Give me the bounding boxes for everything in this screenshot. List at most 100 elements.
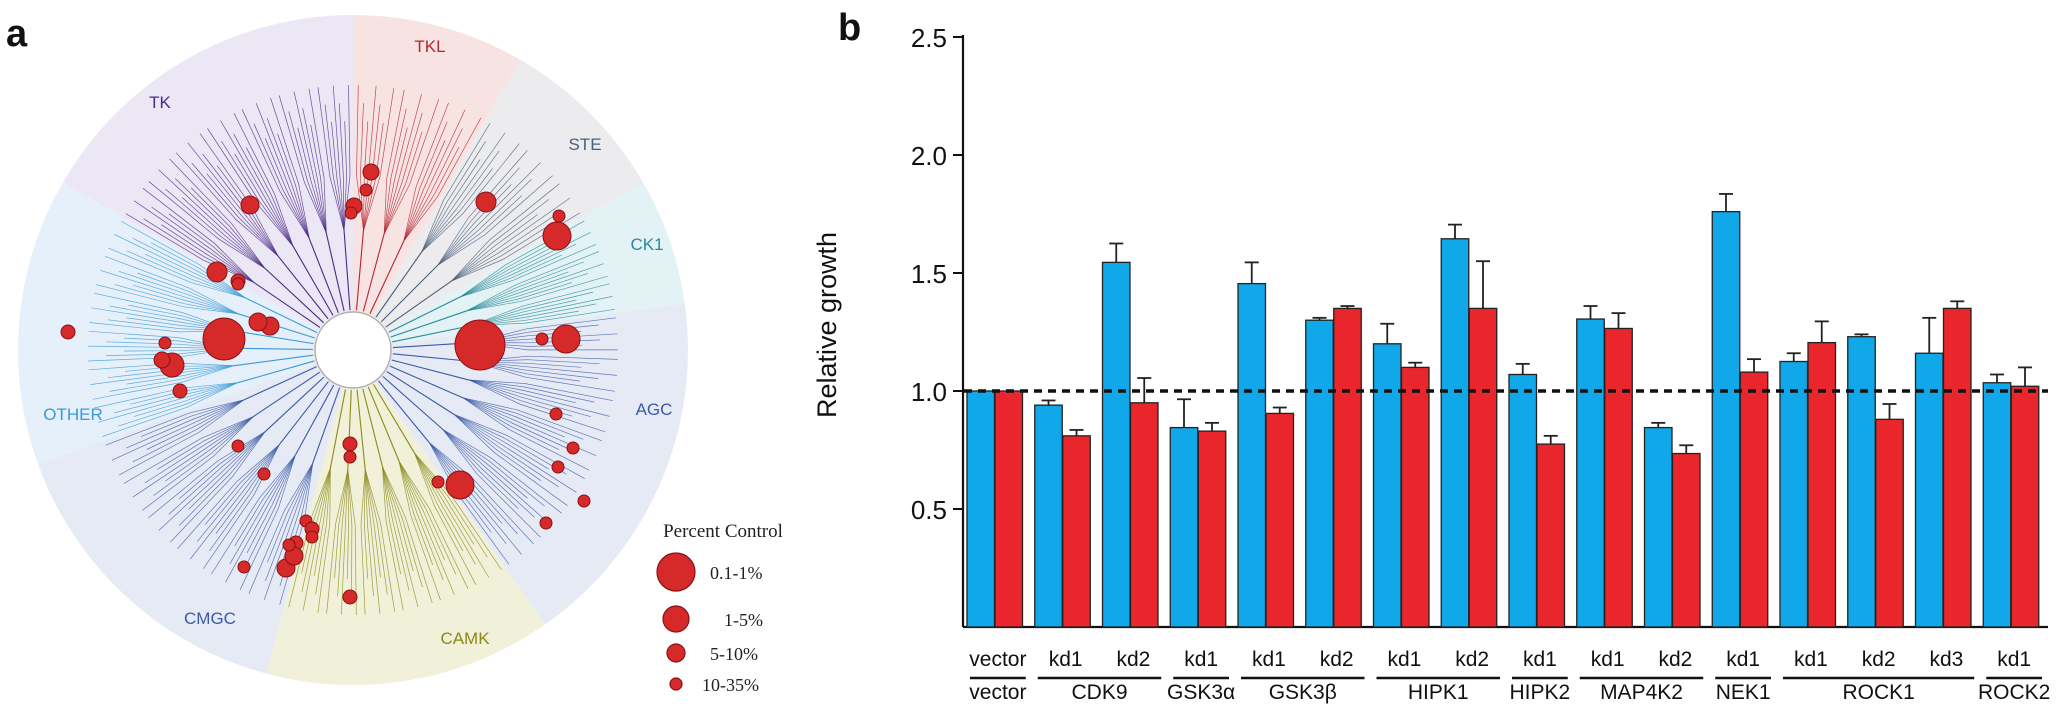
tree-leaf-branch: [211, 454, 296, 575]
bar-series2: [1265, 412, 1295, 628]
bar-series1: [1982, 382, 2012, 628]
tree-branch: [244, 297, 318, 334]
tree-leaf-branch: [334, 469, 349, 579]
y-axis: 0.5 1.0 1.5 2.0 2.5: [911, 23, 2048, 629]
tree-leaf-branch: [288, 111, 327, 234]
tree-leaf-branch: [220, 120, 294, 247]
tree-leaf-branch: [297, 127, 327, 234]
group-label: ROCK1: [1842, 681, 1914, 704]
tree-branch: [367, 386, 400, 462]
tree-leaf-branch: [337, 469, 349, 597]
tree-leaf-branch: [100, 269, 239, 315]
tree-leaf-branch: [104, 255, 239, 315]
tree-branch: [356, 389, 366, 470]
kinase-hit-marker: [551, 460, 565, 474]
tree-leaf-branch: [382, 466, 404, 611]
tree-branch: [386, 371, 455, 415]
tree-leaf-branch: [403, 102, 449, 242]
tree-leaf-branch: [360, 469, 366, 615]
tree-leaf-branch: [383, 127, 408, 235]
relative-growth-chart: 0.5 1.0 1.5 2.0 2.5 vector kd1 kd2 kd1 kd1 kd2 kd1…: [812, 23, 2050, 704]
tree-leaf-branch: [347, 469, 353, 598]
group-label: NEK1: [1716, 681, 1771, 704]
tree-leaf-branch: [174, 178, 266, 269]
tree-leaf-branch: [203, 444, 280, 569]
tree-leaf-branch: [470, 291, 594, 327]
tree-leaf-branch: [363, 469, 369, 579]
tree-leaf-branch: [462, 397, 560, 451]
tree-leaf-branch: [403, 121, 448, 242]
tree-leaf-branch: [270, 97, 310, 239]
tree-leaf-branch: [414, 452, 475, 545]
category-label: vector: [969, 648, 1026, 671]
bar-series1: [1372, 343, 1402, 628]
tree-branch: [343, 230, 351, 311]
tree-leaf-branch: [302, 108, 327, 234]
kinase-hit-marker: [343, 450, 357, 464]
kinase-hit-marker: [60, 324, 76, 340]
group-label-camk: CAMK: [440, 629, 490, 648]
bar-series2: [2010, 385, 2040, 628]
category-label: kd2: [1320, 648, 1354, 671]
tree-leaf-branch: [153, 416, 254, 496]
tree-leaf-branch: [382, 466, 423, 588]
bar-series1: [1169, 426, 1199, 628]
kinase-hit-marker: [535, 332, 549, 346]
tree-leaf-branch: [398, 460, 455, 595]
bar-series1: [1305, 319, 1334, 628]
kinase-hit-marker: [206, 261, 228, 283]
bar-series2: [1062, 435, 1091, 628]
tree-leaf-branch: [466, 263, 604, 312]
tree-leaf-branch: [278, 95, 327, 234]
tree-leaf-branch: [326, 469, 349, 614]
tree-leaf-branch: [414, 452, 477, 585]
tree-leaf-branch: [442, 429, 545, 507]
tree-leaf-branch: [341, 469, 349, 615]
tree-leaf-branch: [117, 382, 238, 427]
tree-leaf-branch: [462, 397, 578, 454]
tree-leaf-branch: [382, 466, 433, 604]
tree-leaf-branch: [364, 469, 374, 597]
tree-leaf-branch: [360, 103, 364, 231]
tree-leaf-branch: [437, 179, 532, 266]
tree-leaf-branch: [241, 109, 310, 239]
tree-branch: [375, 251, 423, 318]
group-label: HIPK1: [1408, 681, 1469, 704]
legend-entry: 5-10%: [710, 644, 758, 664]
tree-leaf-branch: [96, 284, 239, 315]
y-tick-label: 1.5: [911, 259, 947, 289]
tree-leaf-branch: [421, 168, 493, 252]
tree-leaf-branch: [421, 143, 520, 252]
category-label: kd1: [1794, 648, 1828, 671]
kinase-hit-marker: [445, 470, 475, 500]
tree-leaf-branch: [469, 379, 606, 433]
tree-branch: [390, 310, 467, 338]
group-label-ck1: CK1: [630, 235, 663, 254]
tree-leaf-branch: [137, 272, 239, 315]
tree-leaf-branch: [462, 397, 565, 438]
tree-leaf-branch: [437, 175, 553, 266]
percent-control-legend: Percent Control 0.1-1% 1-5% 5-10% 10-35%: [656, 521, 783, 695]
kinase-hit-marker: [362, 163, 380, 181]
tree-leaf-branch: [363, 88, 395, 231]
bar-series2: [1400, 366, 1430, 628]
tree-leaf-branch: [233, 133, 294, 247]
tree-leaf-branch: [403, 128, 463, 242]
bars: [966, 193, 2040, 628]
tree-branch: [252, 371, 321, 418]
tree-leaf-branch: [382, 466, 419, 607]
kinase-hit-marker: [240, 195, 260, 215]
group-label: MAP4K2: [1600, 681, 1683, 704]
tree-leaf-branch: [245, 147, 294, 247]
category-label: kd1: [1997, 648, 2031, 671]
kinase-hit-marker: [359, 183, 373, 197]
tree-leaf-branch: [454, 414, 577, 493]
bar-series2: [1604, 327, 1633, 628]
tree-leaf-branch: [266, 118, 310, 239]
kinase-hit-marker: [552, 209, 566, 223]
tree-leaf-branch: [141, 416, 254, 511]
bar-series1: [1101, 261, 1131, 628]
group-label: CDK9: [1071, 681, 1127, 704]
tree-leaf-branch: [132, 416, 254, 498]
kinase-hit-marker: [542, 221, 572, 251]
